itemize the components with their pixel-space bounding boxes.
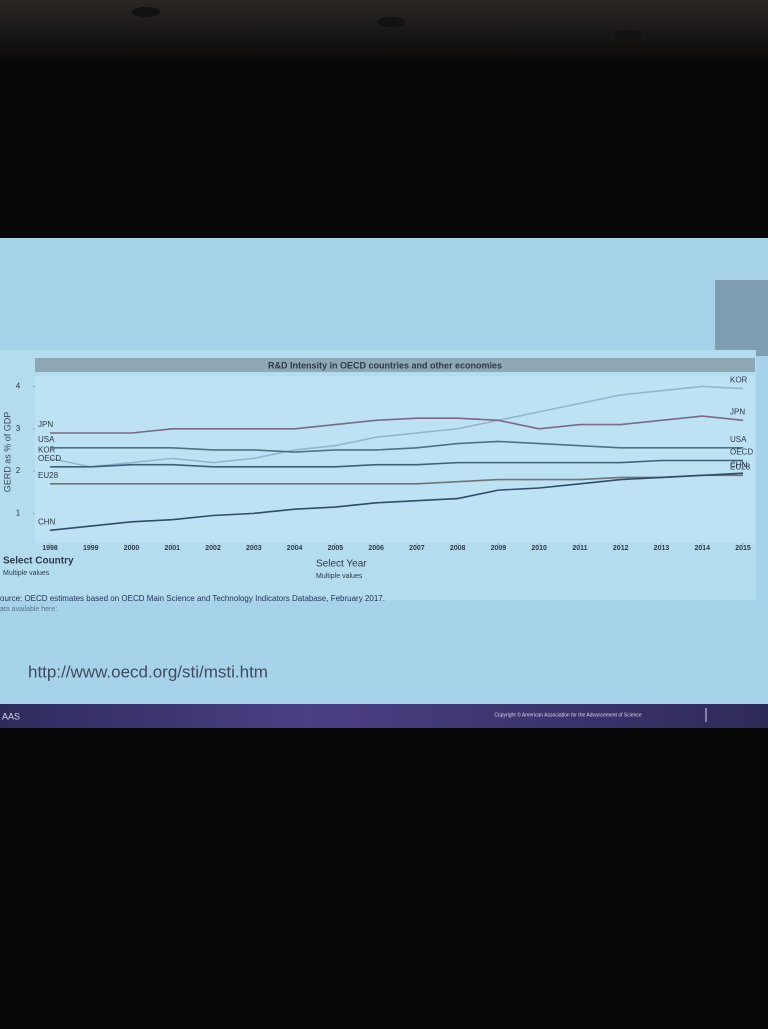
x-tick-label: 2005	[328, 545, 344, 552]
x-tick-label: 1998	[42, 545, 58, 552]
series-label-right: USA	[730, 435, 747, 444]
x-tick-label: 2014	[694, 545, 710, 552]
y-tick-label: 1	[16, 508, 21, 517]
series-label-left: JPN	[38, 420, 53, 429]
source-note: ource: OECD estimates based on OECD Main…	[0, 594, 385, 603]
control-label: Select Year	[316, 559, 367, 570]
series-line	[50, 415, 744, 434]
x-tick-label: 2007	[409, 545, 425, 552]
series-label-left: CHN	[38, 517, 56, 526]
control-value: Multiple values	[3, 570, 50, 577]
logo	[715, 280, 768, 356]
x-tick-label: 2002	[205, 545, 221, 552]
data-note: ata available here:	[0, 606, 57, 613]
series-label-left: KOR	[38, 445, 56, 454]
ceiling-light	[377, 17, 405, 27]
control-value: Multiple values	[316, 573, 363, 580]
x-tick-label: 1999	[83, 545, 99, 552]
series-label-left: OECD	[38, 454, 61, 463]
ceiling	[0, 0, 768, 60]
series-label-right: EU28	[730, 462, 751, 471]
x-tick-label: 2009	[491, 545, 507, 552]
x-tick-label: 2011	[572, 545, 587, 552]
title-bar	[35, 358, 755, 372]
series-label-left: EU28	[38, 471, 59, 480]
series-line	[49, 385, 744, 468]
y-tick-label: 3	[16, 424, 21, 433]
ceiling-light	[132, 7, 160, 17]
footer-copyright: Copyright © American Association for the…	[494, 711, 642, 718]
x-tick-label: 2008	[450, 545, 466, 552]
x-tick-label: 2015	[735, 545, 751, 552]
series-label-right: KOR	[730, 376, 748, 385]
series-line	[50, 474, 743, 485]
series-line	[50, 440, 743, 453]
plot: 1 2 3 4 1998 1999 2000 2001 2002 2003 2004 2005 2006…	[16, 376, 754, 552]
x-tick-label: 2001	[165, 545, 181, 552]
x-tick-label: 2004	[287, 545, 303, 552]
series-line	[50, 459, 743, 468]
series-label-left: USA	[38, 435, 55, 444]
control-label: Select Country	[3, 556, 74, 567]
plot-area	[35, 376, 755, 543]
x-tick-label: 2013	[654, 545, 670, 552]
series-label-right: JPN	[730, 407, 745, 416]
y-tick-label: 4	[16, 382, 21, 391]
series-label-right: CHN	[730, 460, 748, 469]
footer-bar	[0, 704, 768, 728]
x-tick-label: 2006	[368, 545, 384, 552]
x-tick-label: 2012	[613, 545, 629, 552]
series-label-right: OECD	[730, 448, 753, 457]
chart-title: R&D Intensity in OECD countries and othe…	[268, 360, 502, 370]
x-tick-label: 2003	[246, 545, 262, 552]
y-axis-label: GERD as % of GDP	[2, 412, 12, 493]
x-tick-label: 2000	[124, 545, 140, 552]
ceiling-light	[614, 30, 642, 40]
footer-org: AAS	[2, 711, 20, 721]
url: http://www.oecd.org/sti/msti.htm	[28, 662, 268, 681]
series-line	[49, 472, 744, 532]
x-tick-label: 2010	[531, 545, 547, 552]
y-tick-label: 2	[16, 466, 21, 475]
